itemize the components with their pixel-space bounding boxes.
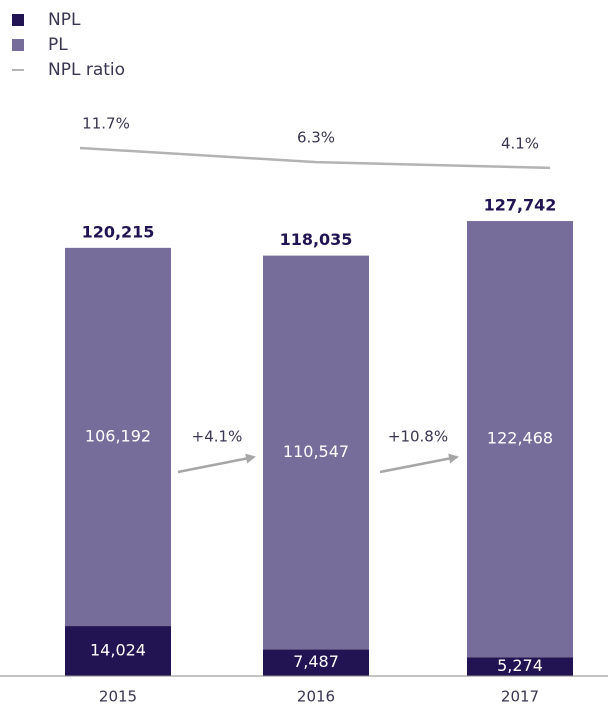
legend-swatch bbox=[12, 39, 24, 51]
ratio-label: 6.3% bbox=[297, 129, 335, 147]
bar-segment bbox=[65, 626, 171, 676]
x-tick-label: 2017 bbox=[501, 688, 539, 704]
bar-segment bbox=[65, 247, 171, 627]
legend-swatch bbox=[12, 14, 24, 26]
value-label: 110,547 bbox=[283, 442, 349, 461]
total-label: 127,742 bbox=[484, 196, 557, 215]
value-label: 14,024 bbox=[90, 641, 146, 660]
value-label: 122,468 bbox=[487, 429, 553, 448]
x-tick-label: 2015 bbox=[99, 688, 137, 704]
value-label: 7,487 bbox=[293, 652, 339, 671]
annotation: +4.1% bbox=[192, 428, 243, 446]
ratio-line bbox=[79, 146, 551, 170]
legend-label: NPL ratio bbox=[48, 60, 125, 80]
legend-label: NPL bbox=[48, 10, 81, 30]
growth-arrow bbox=[379, 453, 459, 474]
ratio-label: 11.7% bbox=[82, 114, 130, 132]
total-label: 118,035 bbox=[280, 230, 353, 249]
bar-segment bbox=[263, 649, 369, 676]
legend-label: PL bbox=[48, 35, 68, 55]
value-label: 106,192 bbox=[85, 426, 151, 445]
bar-segment bbox=[467, 221, 573, 658]
bar-segment bbox=[263, 255, 369, 650]
value-label: 5,274 bbox=[497, 656, 543, 675]
annotation: +10.8% bbox=[388, 428, 448, 446]
x-tick-label: 2016 bbox=[297, 688, 335, 704]
total-label: 120,215 bbox=[82, 222, 155, 241]
ratio-label: 4.1% bbox=[501, 134, 539, 152]
growth-arrow bbox=[177, 453, 256, 474]
bar-segment bbox=[467, 657, 573, 676]
